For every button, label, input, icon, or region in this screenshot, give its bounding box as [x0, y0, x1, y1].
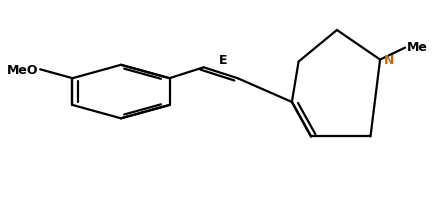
- Text: N: N: [383, 54, 394, 67]
- Text: MeO: MeO: [6, 63, 38, 76]
- Text: Me: Me: [407, 41, 428, 54]
- Text: E: E: [218, 54, 227, 67]
